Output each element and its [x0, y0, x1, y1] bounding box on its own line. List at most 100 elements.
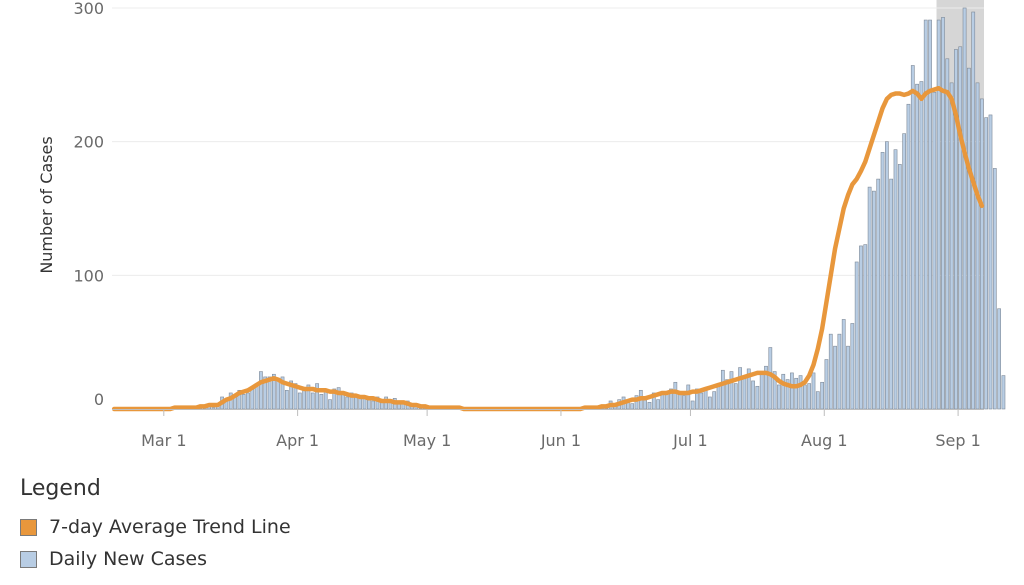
daily-cases-bar: [319, 393, 324, 410]
daily-cases-bar: [854, 261, 859, 410]
daily-cases-bar: [859, 245, 863, 410]
daily-cases-bar: [366, 399, 371, 410]
daily-cases-bars: [159, 7, 1006, 410]
daily-cases-bar: [979, 98, 984, 410]
x-tick-label: Mar 1: [141, 431, 186, 450]
daily-cases-bar: [699, 392, 704, 410]
daily-cases-bar: [686, 384, 691, 410]
daily-cases-bar: [345, 396, 350, 410]
daily-cases-bar: [371, 400, 376, 410]
daily-cases-bar: [893, 149, 898, 410]
daily-cases-bar: [362, 398, 367, 410]
daily-cases-bar: [341, 393, 345, 410]
daily-cases-bar: [885, 141, 889, 410]
y-gridlines: [112, 7, 984, 276]
y-tick-label: 300: [73, 0, 104, 18]
daily-cases-bar: [630, 403, 635, 410]
daily-cases-bar: [902, 133, 907, 410]
daily-cases-bar: [647, 402, 652, 410]
y-tick-label: 200: [73, 133, 104, 152]
daily-cases-bar: [664, 393, 669, 410]
daily-cases-bar: [828, 333, 833, 410]
daily-cases-bar: [919, 81, 924, 410]
daily-cases-bar: [703, 389, 708, 410]
daily-cases-bar: [841, 319, 846, 410]
daily-cases-bar: [682, 395, 686, 410]
daily-cases-bar: [315, 383, 319, 410]
daily-cases-bar: [815, 391, 820, 410]
x-tick-label: Sep 1: [935, 431, 980, 450]
daily-cases-bar: [850, 323, 855, 410]
daily-cases-bar: [733, 383, 738, 410]
daily-cases-bar: [297, 392, 302, 410]
daily-cases-bar: [932, 91, 937, 410]
daily-cases-bar: [250, 388, 255, 410]
x-tick-label: Apr 1: [276, 431, 319, 450]
daily-cases-bar: [284, 389, 289, 410]
legend-item-daily: Daily New Cases: [20, 543, 291, 575]
daily-cases-bar: [738, 367, 742, 410]
daily-cases-bar: [945, 58, 950, 410]
daily-cases-bar: [241, 393, 246, 410]
daily-cases-bar: [673, 381, 678, 410]
daily-cases-bar: [690, 400, 695, 410]
daily-cases-bar: [310, 392, 315, 410]
daily-cases-bar: [328, 399, 332, 410]
y-axis-title: Number of Cases: [37, 136, 56, 273]
daily-cases-bar: [729, 371, 734, 410]
daily-cases-bar: [211, 407, 216, 410]
daily-cases-bar: [794, 377, 799, 410]
daily-cases-bar: [781, 373, 786, 410]
daily-cases-bar: [962, 7, 967, 410]
daily-cases-bar: [656, 399, 660, 410]
daily-cases-bar: [759, 372, 764, 410]
trend-swatch: [20, 518, 37, 536]
daily-cases-bar: [833, 345, 837, 410]
legend: Legend 7-day Average Trend Line Daily Ne…: [20, 476, 291, 575]
daily-cases-bar: [751, 380, 755, 410]
daily-cases-bar: [712, 391, 717, 410]
daily-cases-bar: [867, 186, 872, 410]
legend-label-daily: Daily New Cases: [49, 548, 207, 570]
daily-cases-bar: [923, 19, 928, 410]
x-axis-ticks: Mar 1 Apr 1 May 1 Jun 1 Jul 1 Aug 1 Sep 1: [141, 410, 981, 450]
y-axis-ticks: 0 100 200 300: [73, 0, 104, 409]
daily-cases-bar: [708, 396, 712, 410]
x-tick-label: May 1: [403, 431, 451, 450]
daily-cases-bar: [949, 82, 954, 410]
daily-cases-bar: [824, 359, 829, 410]
daily-cases-bar: [755, 385, 760, 410]
daily-cases-bar: [802, 384, 807, 410]
daily-cases-bar: [798, 375, 803, 410]
daily-cases-bar: [837, 333, 842, 410]
x-tick-label: Jun 1: [540, 431, 581, 450]
daily-cases-bar: [846, 345, 850, 410]
daily-cases-bar: [992, 168, 997, 410]
daily-cases-bar: [971, 11, 976, 410]
daily-cases-bar: [936, 19, 941, 410]
daily-cases-bar: [897, 164, 902, 410]
daily-cases-bar: [915, 83, 919, 410]
daily-cases-bar: [967, 67, 971, 410]
daily-cases-bar: [720, 369, 725, 410]
legend-title: Legend: [20, 476, 101, 501]
legend-item-trend: 7-day Average Trend Line: [20, 511, 291, 543]
daily-cases-bar: [988, 114, 993, 410]
y-tick-label: 100: [73, 266, 104, 285]
daily-cases-bar: [997, 308, 1001, 410]
x-tick-label: Jul 1: [672, 431, 708, 450]
y-tick-label: 0: [94, 390, 104, 409]
daily-cases-bar: [906, 103, 911, 410]
daily-cases-bar: [790, 372, 794, 410]
x-tick-label: Aug 1: [801, 431, 848, 450]
daily-cases-bar: [872, 190, 876, 410]
daily-cases-bar: [820, 381, 824, 410]
daily-cases-bar: [1001, 375, 1006, 410]
daily-cases-bar: [807, 383, 812, 410]
daily-cases-bar: [941, 17, 945, 410]
daily-cases-bar: [716, 385, 721, 410]
daily-cases-bar: [863, 244, 868, 410]
legend-label-trend: 7-day Average Trend Line: [49, 516, 291, 538]
daily-cases-bar: [975, 82, 980, 410]
daily-cases-bar: [928, 19, 932, 410]
